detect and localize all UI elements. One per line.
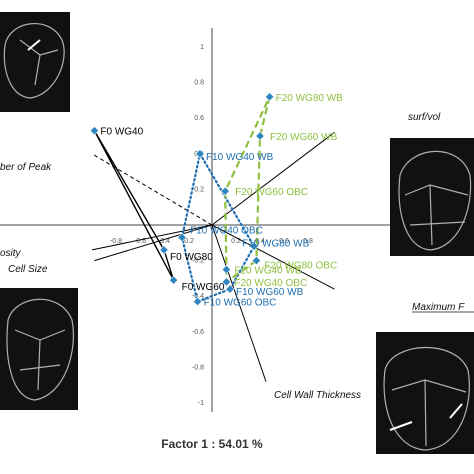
point-label: F20 WG40 WB [234, 266, 302, 277]
arrow-icon [389, 421, 413, 431]
vector-label: Cell Size [8, 264, 48, 275]
y-tick-label: 0.6 [194, 115, 204, 122]
point-label: F20 WG60 WB [270, 132, 338, 143]
score-point [192, 296, 203, 307]
score-point [221, 277, 232, 287]
x-axis-title: Factor 1 : 54.01 % [161, 437, 263, 451]
score-point [89, 125, 100, 136]
score-point [264, 92, 275, 102]
point-label: F0 WG60 [182, 282, 225, 293]
arrow-icon [449, 403, 463, 419]
loading-vector [211, 224, 267, 382]
tick-labels: -0.8-0.6-0.4-0.20.20.40.60.810.80.60.40.… [110, 44, 313, 407]
micrograph-bottom-right [376, 332, 474, 454]
y-tick-label: -0.8 [192, 364, 204, 371]
score-point [195, 149, 205, 159]
score-points: F0 WG40 F0 WG80 F0 WG60 F10 WG40 WB F10 WG40… [89, 92, 344, 309]
y-tick-label: -0.6 [192, 329, 204, 336]
score-point [220, 186, 230, 196]
x-tick-label: -0.6 [134, 238, 146, 245]
score-point [255, 131, 265, 141]
y-tick-label: -1 [198, 400, 204, 407]
y-tick-label: -0.4 [192, 293, 204, 300]
group-polygon-f0 [93, 130, 175, 281]
group-polygon-f10 [180, 150, 256, 304]
point-label: F20 WG80 OBC [264, 261, 337, 272]
point-label: F10 WG40 WB [206, 152, 274, 163]
vector-label: ber of Peak [0, 162, 52, 173]
x-tick-label: -0.4 [158, 238, 170, 245]
loading-vector [91, 153, 213, 226]
point-label: F10 WG60 WB [236, 287, 304, 298]
loading-vector [211, 132, 335, 226]
y-tick-label: -0.2 [192, 258, 204, 265]
score-point [249, 241, 259, 252]
score-point [177, 232, 187, 243]
x-tick-label: 0.2 [231, 238, 241, 245]
x-tick-label: 0.6 [279, 238, 289, 245]
vector-label: osity [0, 248, 22, 259]
x-tick-label: 0.4 [255, 238, 265, 245]
point-label: F10 WG40 OBC [190, 225, 263, 236]
point-label: F10 WG60 OBC [204, 298, 277, 309]
vector-label: Maximum F [412, 302, 465, 313]
point-label: F20 WG80 WB [276, 93, 344, 104]
score-point [225, 284, 235, 294]
point-label: F0 WG80 [170, 252, 213, 263]
y-tick-label: 1 [200, 44, 204, 51]
y-tick-label: 0.8 [194, 80, 204, 87]
x-tick-label: 0.8 [303, 238, 313, 245]
micrograph-left [0, 288, 78, 410]
x-tick-label: -0.2 [182, 238, 194, 245]
score-point [251, 255, 262, 266]
point-label: F20 WG60 OBC [235, 187, 308, 198]
vector-label: surf/vol [408, 112, 441, 123]
y-tick-label: 0.2 [194, 186, 204, 193]
score-point [221, 264, 232, 275]
micrograph-right [390, 138, 474, 256]
loading-vector [211, 224, 335, 290]
x-tick-label: -0.8 [110, 238, 122, 245]
score-point [159, 245, 169, 255]
point-label: F20 WG40 OBC [234, 278, 307, 289]
point-label: F10 WG80 WB [242, 238, 310, 249]
arrow-icon [27, 39, 41, 51]
vector-label: Cell Wall Thickness [274, 390, 361, 401]
micrograph-top-left [0, 12, 70, 112]
score-point [168, 275, 179, 285]
loading-vector [91, 224, 213, 251]
point-label: F0 WG40 [100, 127, 143, 138]
